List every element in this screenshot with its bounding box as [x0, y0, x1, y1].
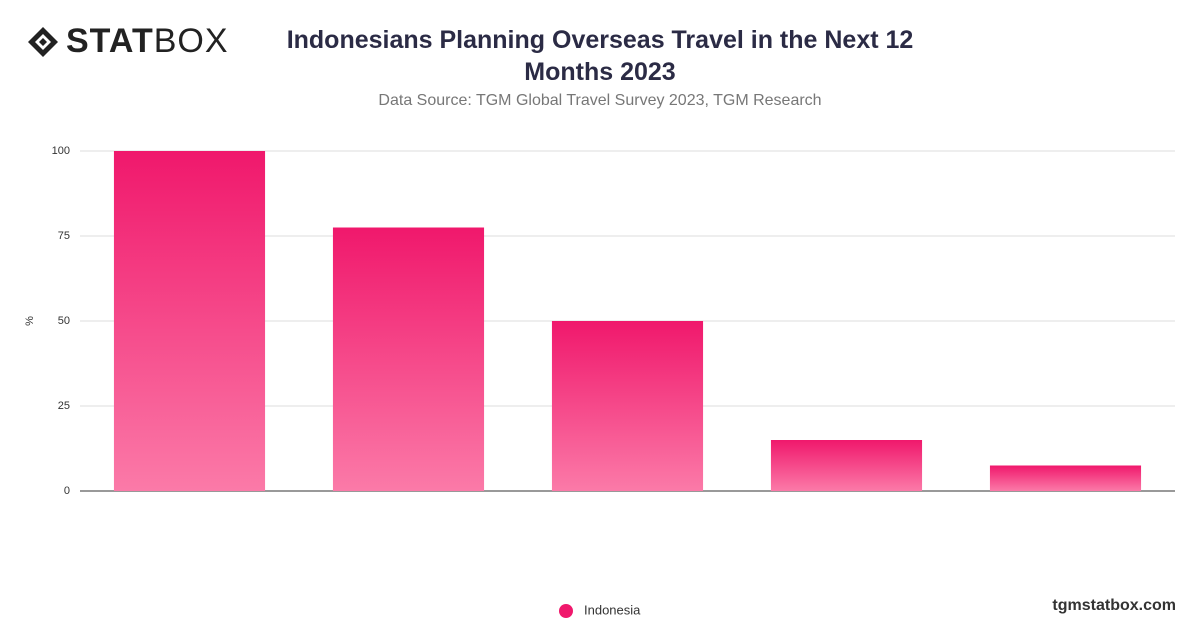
- y-tick-label: 50: [58, 315, 70, 327]
- footer: tgmstatbox.com: [1052, 597, 1176, 614]
- y-tick-label: 0: [64, 485, 70, 497]
- y-tick-label: 75: [58, 230, 70, 242]
- chart-subtitle: Data Source: TGM Global Travel Survey 20…: [378, 92, 822, 109]
- y-axis-label: %: [24, 316, 36, 326]
- legend-marker: [559, 604, 573, 618]
- bar: [551, 321, 704, 491]
- logo-icon: [28, 26, 58, 57]
- y-tick-label: 100: [52, 145, 70, 157]
- bar: [770, 440, 923, 491]
- legend-label: Indonesia: [584, 602, 641, 617]
- bar: [989, 465, 1142, 491]
- logo-bold: STAT: [66, 22, 154, 60]
- y-tick-label: 25: [58, 400, 70, 412]
- logo: STAT BOX: [26, 22, 229, 61]
- logo-light: BOX: [153, 22, 229, 60]
- bar: [113, 151, 266, 491]
- chart-title: Indonesians Planning Overseas Travel in …: [286, 26, 914, 86]
- bar: [332, 227, 485, 491]
